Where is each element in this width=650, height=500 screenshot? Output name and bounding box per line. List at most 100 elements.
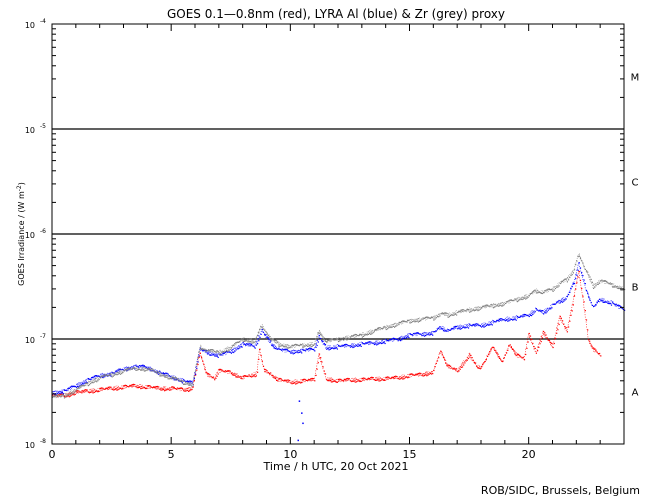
data-point xyxy=(161,389,163,391)
data-point xyxy=(147,385,149,387)
data-point xyxy=(553,289,555,291)
data-point xyxy=(108,386,110,388)
data-point xyxy=(396,338,398,341)
data-point xyxy=(160,389,162,391)
data-point xyxy=(357,345,359,347)
data-point xyxy=(573,269,576,271)
data-point xyxy=(520,298,522,300)
data-point xyxy=(385,339,387,341)
data-point xyxy=(471,325,473,327)
data-point xyxy=(323,339,325,341)
data-point xyxy=(620,289,622,291)
data-point xyxy=(327,339,329,341)
data-point xyxy=(142,369,144,371)
data-point xyxy=(247,341,249,343)
data-point xyxy=(74,385,76,388)
x-tick-label: 5 xyxy=(168,448,175,461)
data-point xyxy=(323,342,325,345)
data-point xyxy=(277,380,279,382)
data-point xyxy=(540,292,542,294)
data-point xyxy=(360,333,362,336)
data-point xyxy=(299,382,302,384)
data-point xyxy=(432,334,434,336)
data-point xyxy=(190,380,192,382)
data-point xyxy=(504,320,506,322)
data-point xyxy=(320,337,322,340)
data-point xyxy=(373,330,375,332)
data-point xyxy=(211,354,213,356)
data-point xyxy=(73,394,75,396)
data-point xyxy=(396,324,398,327)
data-point xyxy=(286,349,288,351)
data-point xyxy=(360,345,362,347)
data-point xyxy=(481,326,483,328)
data-point xyxy=(609,282,611,284)
data-point xyxy=(459,310,461,312)
data-point xyxy=(438,316,440,318)
data-point xyxy=(590,278,592,280)
data-point xyxy=(550,342,552,344)
data-point xyxy=(579,267,582,269)
y-tick-label: 10 xyxy=(25,231,35,240)
data-point xyxy=(104,375,106,377)
data-point xyxy=(285,348,287,350)
data-point xyxy=(338,344,340,346)
data-point xyxy=(214,355,216,357)
data-point xyxy=(72,393,74,395)
data-point xyxy=(577,255,579,257)
data-point xyxy=(183,383,185,385)
data-point xyxy=(52,396,54,398)
data-point xyxy=(481,307,483,309)
data-point xyxy=(166,389,168,391)
data-point xyxy=(508,300,510,302)
data-point xyxy=(137,387,139,389)
data-point xyxy=(438,357,440,359)
data-point xyxy=(498,318,501,320)
data-point xyxy=(624,288,626,291)
data-point xyxy=(341,338,343,340)
data-point xyxy=(86,382,88,384)
data-point xyxy=(479,325,481,327)
data-point xyxy=(565,278,567,280)
data-point xyxy=(327,380,329,382)
series-line xyxy=(51,270,601,398)
data-point xyxy=(338,379,340,381)
data-point xyxy=(485,359,487,361)
data-point xyxy=(478,367,480,369)
data-point xyxy=(576,260,578,262)
data-point xyxy=(534,311,536,313)
data-point xyxy=(565,327,567,329)
data-point xyxy=(285,380,287,382)
data-point xyxy=(584,283,586,285)
data-point xyxy=(282,345,284,347)
data-point xyxy=(463,309,465,311)
data-point xyxy=(521,315,523,317)
data-point xyxy=(430,316,433,318)
data-point xyxy=(186,383,188,385)
data-point xyxy=(476,309,478,311)
data-point xyxy=(115,370,117,372)
data-point xyxy=(165,372,167,374)
data-point xyxy=(153,369,155,371)
data-point xyxy=(313,349,315,351)
data-point xyxy=(77,387,79,389)
data-point xyxy=(97,380,99,382)
data-point xyxy=(608,303,610,305)
y-tick-label: 10 xyxy=(25,441,35,450)
data-point xyxy=(355,381,358,383)
data-point xyxy=(257,343,259,345)
data-point xyxy=(456,314,458,316)
data-point xyxy=(119,387,122,389)
data-point xyxy=(597,283,599,285)
data-point xyxy=(557,286,559,288)
data-point xyxy=(342,339,344,341)
data-point xyxy=(570,274,572,277)
data-point xyxy=(134,367,136,369)
data-point xyxy=(296,344,298,346)
data-point xyxy=(105,374,107,376)
data-point xyxy=(270,340,272,342)
data-point xyxy=(53,395,55,397)
data-point xyxy=(587,292,589,294)
data-point xyxy=(75,386,77,388)
data-point xyxy=(404,377,406,379)
